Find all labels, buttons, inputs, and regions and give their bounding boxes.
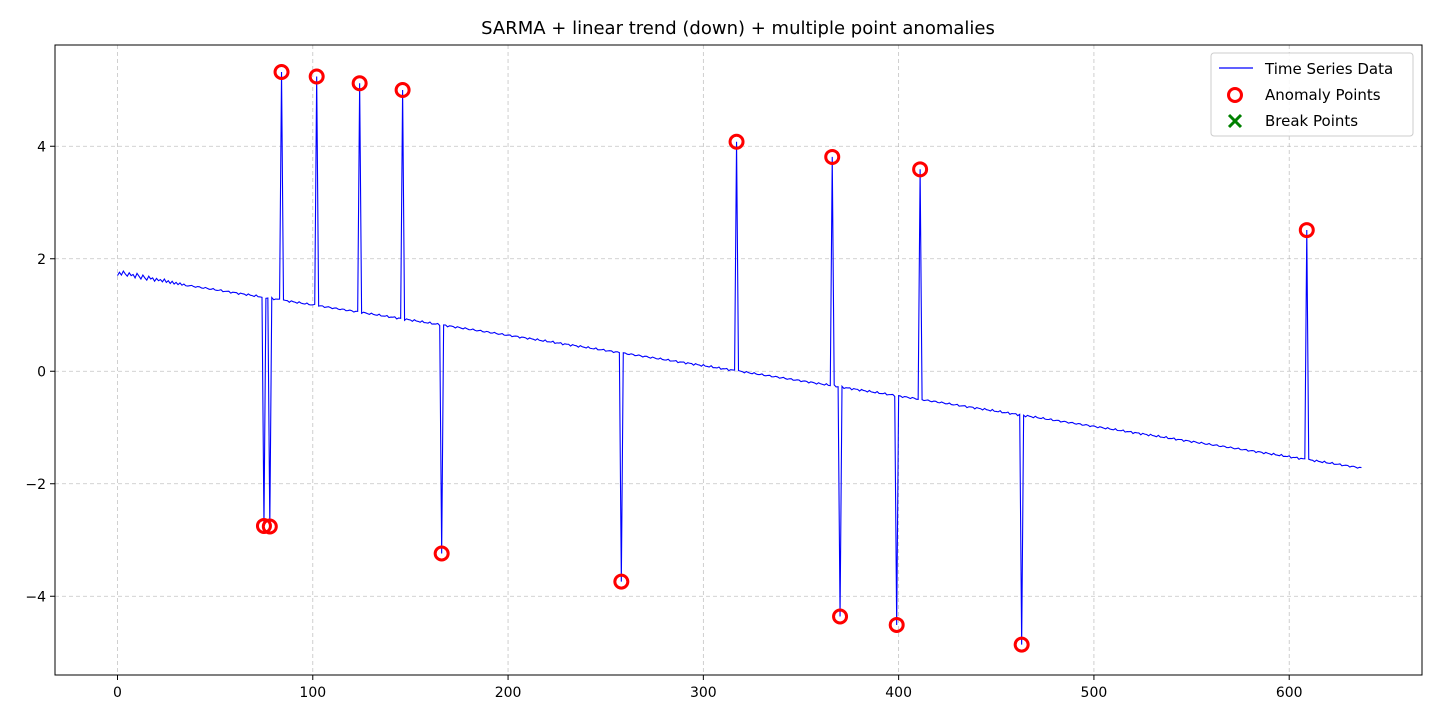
plot-frame [54,44,1423,676]
plot-data [117,71,1362,645]
x-tick-label: 600 [1276,685,1303,701]
legend-label-anomaly-points: Anomaly Points [1265,86,1381,104]
x-tick-label: 100 [299,685,326,701]
legend-x-swatch [1227,113,1243,129]
x-tick-label: 200 [495,685,522,701]
anomaly-point [1298,222,1315,239]
anomaly-point [351,75,368,92]
anomaly-markers [255,64,1315,653]
anomaly-point [888,616,905,633]
y-tick-label: −2 [25,477,46,493]
anomaly-point [394,82,411,98]
anomaly-point [824,148,841,165]
axis-ticks: 0 100 200 300 400 500 600 −4 −2 0 2 4 [25,139,1302,701]
chart-title: SARMA + linear trend (down) + multiple p… [481,18,995,39]
y-tick-label: 0 [37,364,46,380]
anomaly-point [728,133,745,150]
anomaly-point [261,518,278,535]
anomaly-point [613,573,630,590]
legend-box [1210,52,1414,137]
legend-label-time-series: Time Series Data [1264,60,1393,78]
legend-circle-swatch [1227,87,1243,103]
anomaly-point [273,64,290,80]
x-tick-label: 0 [113,685,122,701]
x-tick-label: 500 [1081,685,1108,701]
y-tick-label: 4 [37,139,46,155]
anomaly-point [308,68,325,85]
series-line-time-series [117,71,1362,645]
anomaly-point [433,545,450,562]
anomaly-point [912,161,929,178]
anomaly-point [832,608,849,625]
legend-label-break-points: Break Points [1265,112,1358,130]
legend: Time Series Data Anomaly Points Break Po… [1210,52,1414,137]
y-tick-label: −4 [25,589,46,605]
x-tick-label: 400 [885,685,912,701]
y-tick-label: 2 [37,252,46,268]
anomaly-point [255,517,272,534]
anomaly-point [1013,636,1030,653]
x-tick-label: 300 [690,685,717,701]
